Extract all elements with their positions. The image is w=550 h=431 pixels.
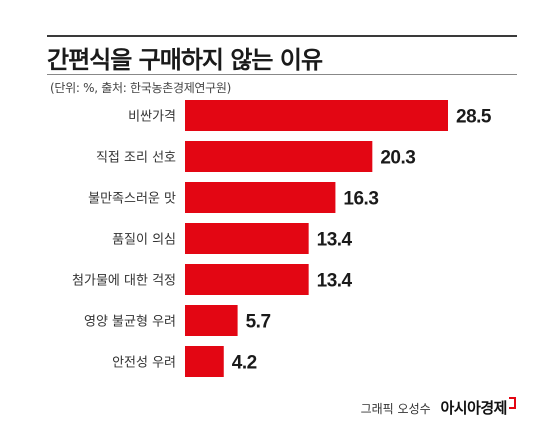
category-label: 불만족스러운 맛: [88, 192, 176, 207]
brand-logo: 아시아경제: [440, 399, 507, 417]
title-top-rule: [47, 35, 517, 37]
chart-subtitle: (단위: %, 출처: 한국농촌경제연구원): [50, 81, 232, 95]
chart-title: 간편식을 구매하지 않는 이유: [47, 46, 323, 74]
value-label: 5.7: [246, 312, 271, 333]
category-label: 품질이 의심: [112, 233, 176, 248]
value-label: 4.2: [232, 353, 257, 374]
bar: [185, 223, 309, 254]
value-label: 16.3: [343, 189, 378, 210]
graphic-credit: 그래픽 오성수: [360, 402, 431, 416]
bar: [185, 141, 373, 172]
value-label: 13.4: [317, 230, 353, 251]
bar: [185, 264, 309, 295]
bar: [185, 346, 224, 377]
category-label: 안전성 우려: [112, 356, 176, 371]
value-label: 20.3: [380, 148, 415, 169]
category-label: 첨가물에 대한 걱정: [72, 274, 176, 289]
category-label: 비싼가격: [128, 110, 176, 125]
bar: [185, 305, 238, 336]
brand-mark-icon: [509, 397, 516, 409]
bar: [185, 100, 448, 131]
bar: [185, 182, 336, 213]
title-divider: [47, 74, 517, 75]
value-label: 28.5: [456, 107, 492, 128]
category-label: 영양 불균형 우려: [84, 315, 176, 330]
category-label: 직접 조리 선호: [96, 151, 176, 166]
value-label: 13.4: [317, 271, 353, 292]
footer-credit: 그래픽 오성수 아시아경제: [361, 397, 516, 418]
